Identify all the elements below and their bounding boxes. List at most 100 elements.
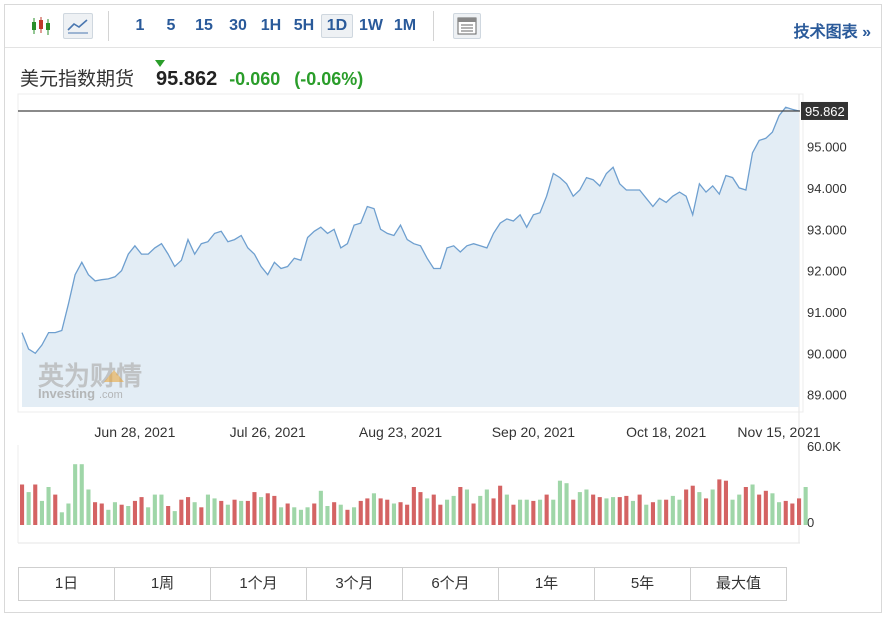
volume-bar: [797, 498, 802, 525]
volume-bar: [770, 493, 775, 525]
y-axis-tick-label: 93.000: [807, 222, 847, 237]
candlestick-icon[interactable]: [27, 13, 55, 39]
line-chart-icon[interactable]: [63, 13, 93, 39]
volume-bar: [637, 494, 642, 525]
volume-bar: [664, 499, 669, 525]
volume-bar: [763, 490, 768, 525]
price-chart[interactable]: 95.000 94.000 93.000 92.000 91.000 90.000 89.0…: [0, 0, 887, 545]
range-button[interactable]: 5年: [595, 568, 691, 600]
volume-bar: [312, 503, 317, 525]
current-price-badge: [801, 101, 848, 120]
interval-1d[interactable]: 1D: [321, 14, 353, 38]
volume-bar: [159, 494, 164, 525]
interval-1m[interactable]: 1M: [393, 17, 417, 34]
volume-bar: [431, 494, 436, 525]
range-selector: 1日 1周 1个月 3个月 6个月 1年 5年 最大值: [18, 567, 787, 601]
interval-5h[interactable]: 5H: [293, 17, 315, 34]
volume-bar: [378, 498, 383, 525]
volume-bar: [93, 502, 98, 525]
volume-bar: [112, 502, 117, 525]
volume-bar: [59, 512, 64, 525]
volume-bar: [411, 487, 416, 525]
volume-bar: [611, 497, 616, 525]
volume-bar: [371, 493, 376, 525]
volume-bar: [172, 511, 177, 525]
volume-bar: [458, 487, 463, 525]
volume-bar: [265, 493, 270, 525]
x-axis-tick-label: Sep 20, 2021: [492, 424, 576, 440]
interval-1w[interactable]: 1W: [359, 17, 383, 34]
volume-bar: [139, 497, 144, 525]
volume-bar: [99, 503, 104, 525]
volume-bar: [39, 500, 44, 525]
x-axis-tick-label: Aug 23, 2021: [359, 424, 443, 440]
interval-15[interactable]: 15: [195, 17, 213, 34]
volume-bar: [484, 489, 489, 525]
range-button[interactable]: 1个月: [211, 568, 307, 600]
volume-bar: [66, 503, 71, 525]
price-area: [22, 107, 799, 408]
range-button[interactable]: 最大值: [715, 575, 761, 592]
y-axis-tick-label: 89.000: [807, 388, 847, 403]
range-button[interactable]: 1日: [19, 568, 115, 600]
technical-chart-link[interactable]: 技术图表 »: [793, 24, 871, 41]
volume-axis-tick-label: 0: [807, 515, 814, 530]
y-axis-tick-label: 90.000: [807, 346, 847, 361]
volume-bar: [650, 502, 655, 525]
volume-bar: [252, 492, 257, 525]
volume-bar: [557, 480, 562, 525]
volume-bar: [524, 499, 529, 525]
volume-bar: [219, 500, 224, 525]
volume-bar: [717, 479, 722, 525]
interval-1[interactable]: 1: [135, 17, 145, 34]
volume-bar: [245, 500, 250, 525]
volume-bar: [690, 485, 695, 525]
volume-bar: [418, 492, 423, 525]
instrument-name: 美元指数期货: [20, 69, 135, 90]
volume-bar: [471, 503, 476, 525]
interval-5[interactable]: 5: [166, 17, 176, 34]
interval-1h[interactable]: 1H: [260, 17, 282, 34]
volume-bar: [551, 499, 556, 525]
volume-bar: [298, 509, 303, 525]
volume-bar: [212, 498, 217, 525]
x-axis-tick-label: Oct 18, 2021: [626, 424, 706, 440]
y-axis-tick-label: 94.000: [807, 181, 847, 196]
watermark-english: Investing: [38, 386, 95, 401]
y-axis-tick-label: 92.000: [807, 264, 847, 279]
range-button[interactable]: 1周: [115, 568, 211, 600]
price-change: -0.060: [229, 69, 281, 89]
x-axis-tick-label: Nov 15, 2021: [737, 424, 820, 440]
volume-bar: [511, 504, 516, 525]
watermark-chinese: 英为财情: [38, 361, 142, 391]
volume-bar: [544, 494, 549, 525]
volume-bar: [584, 489, 589, 525]
volume-bar: [538, 499, 543, 525]
volume-bar: [591, 494, 596, 525]
volume-bar: [46, 487, 51, 525]
volume-bar: [225, 504, 230, 525]
plot-area-border: [17, 93, 804, 413]
volume-bar: [358, 500, 363, 525]
volume-bar: [385, 499, 390, 525]
volume-bar: [737, 494, 742, 525]
volume-bar: [438, 504, 443, 525]
chart-settings-icon[interactable]: [453, 13, 481, 39]
volume-bar: [743, 487, 748, 525]
volume-bar: [318, 490, 323, 525]
volume-bar: [577, 492, 582, 525]
volume-bar: [657, 499, 662, 525]
volume-bar: [272, 495, 277, 525]
x-axis-tick-label: Jun 28, 2021: [94, 424, 175, 440]
volume-bar: [730, 499, 735, 525]
volume-bar: [126, 506, 131, 525]
range-button[interactable]: 6个月: [403, 568, 499, 600]
price-change-percent: (-0.06%): [294, 69, 364, 89]
widget-frame: [4, 4, 882, 613]
volume-bar: [332, 502, 337, 525]
range-button[interactable]: 1年: [499, 568, 595, 600]
interval-30[interactable]: 30: [229, 17, 247, 34]
volume-bar: [604, 498, 609, 525]
volume-bar: [119, 504, 124, 525]
range-button[interactable]: 3个月: [307, 568, 403, 600]
